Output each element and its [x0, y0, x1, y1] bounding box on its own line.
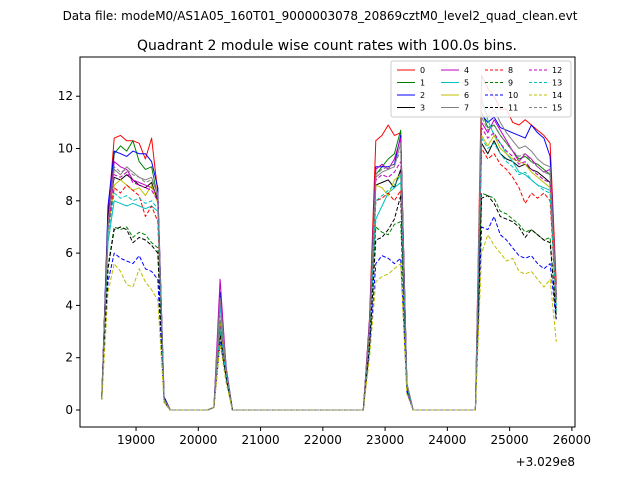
legend-label-13: 13 — [552, 79, 562, 88]
x-tick-label: 24000 — [428, 433, 466, 447]
x-tick-label: 20000 — [179, 433, 217, 447]
legend-label-14: 14 — [552, 91, 562, 100]
legend-label-1: 1 — [420, 79, 425, 88]
x-axis: 19000 20000 21000 22000 23000 24000 25000 26000 — [117, 427, 591, 447]
x-tick-label: 19000 — [117, 433, 155, 447]
x-tick-label: 21000 — [241, 433, 279, 447]
x-tick-label: 26000 — [553, 433, 591, 447]
series-layer — [101, 74, 557, 411]
chart-title: Quadrant 2 module wise count rates with … — [137, 38, 517, 54]
y-tick-label: 4 — [65, 298, 73, 312]
legend-label-8: 8 — [508, 66, 513, 75]
legend-label-12: 12 — [552, 66, 562, 75]
x-tick-label: 23000 — [366, 433, 404, 447]
x-tick-label: 22000 — [304, 433, 342, 447]
legend-label-10: 10 — [508, 91, 518, 100]
legend-label-4: 4 — [464, 66, 469, 75]
legend-label-0: 0 — [420, 66, 425, 75]
legend-label-15: 15 — [552, 104, 562, 113]
legend-label-2: 2 — [420, 91, 425, 100]
y-tick-label: 8 — [65, 194, 73, 208]
legend-label-3: 3 — [420, 104, 425, 113]
legend-label-7: 7 — [464, 104, 469, 113]
series-line-15 — [101, 116, 557, 411]
legend-label-9: 9 — [508, 79, 513, 88]
legend-box — [390, 60, 572, 118]
y-tick-label: 10 — [58, 142, 73, 156]
x-offset-label: +3.029e8 — [516, 455, 575, 469]
plot-frame — [79, 56, 576, 428]
y-tick-label: 2 — [65, 351, 73, 365]
legend-label-5: 5 — [464, 79, 469, 88]
y-tick-label: 0 — [65, 403, 73, 417]
y-tick-label: 6 — [65, 246, 73, 260]
y-tick-label: 12 — [58, 89, 73, 103]
legend-label-6: 6 — [464, 91, 469, 100]
chart-suptitle: Data file: modeM0/AS1A05_160T01_90000030… — [63, 9, 578, 23]
x-tick-label: 25000 — [491, 433, 529, 447]
legend-label-11: 11 — [508, 104, 518, 113]
y-axis: 0 2 4 6 8 10 12 — [58, 89, 80, 417]
